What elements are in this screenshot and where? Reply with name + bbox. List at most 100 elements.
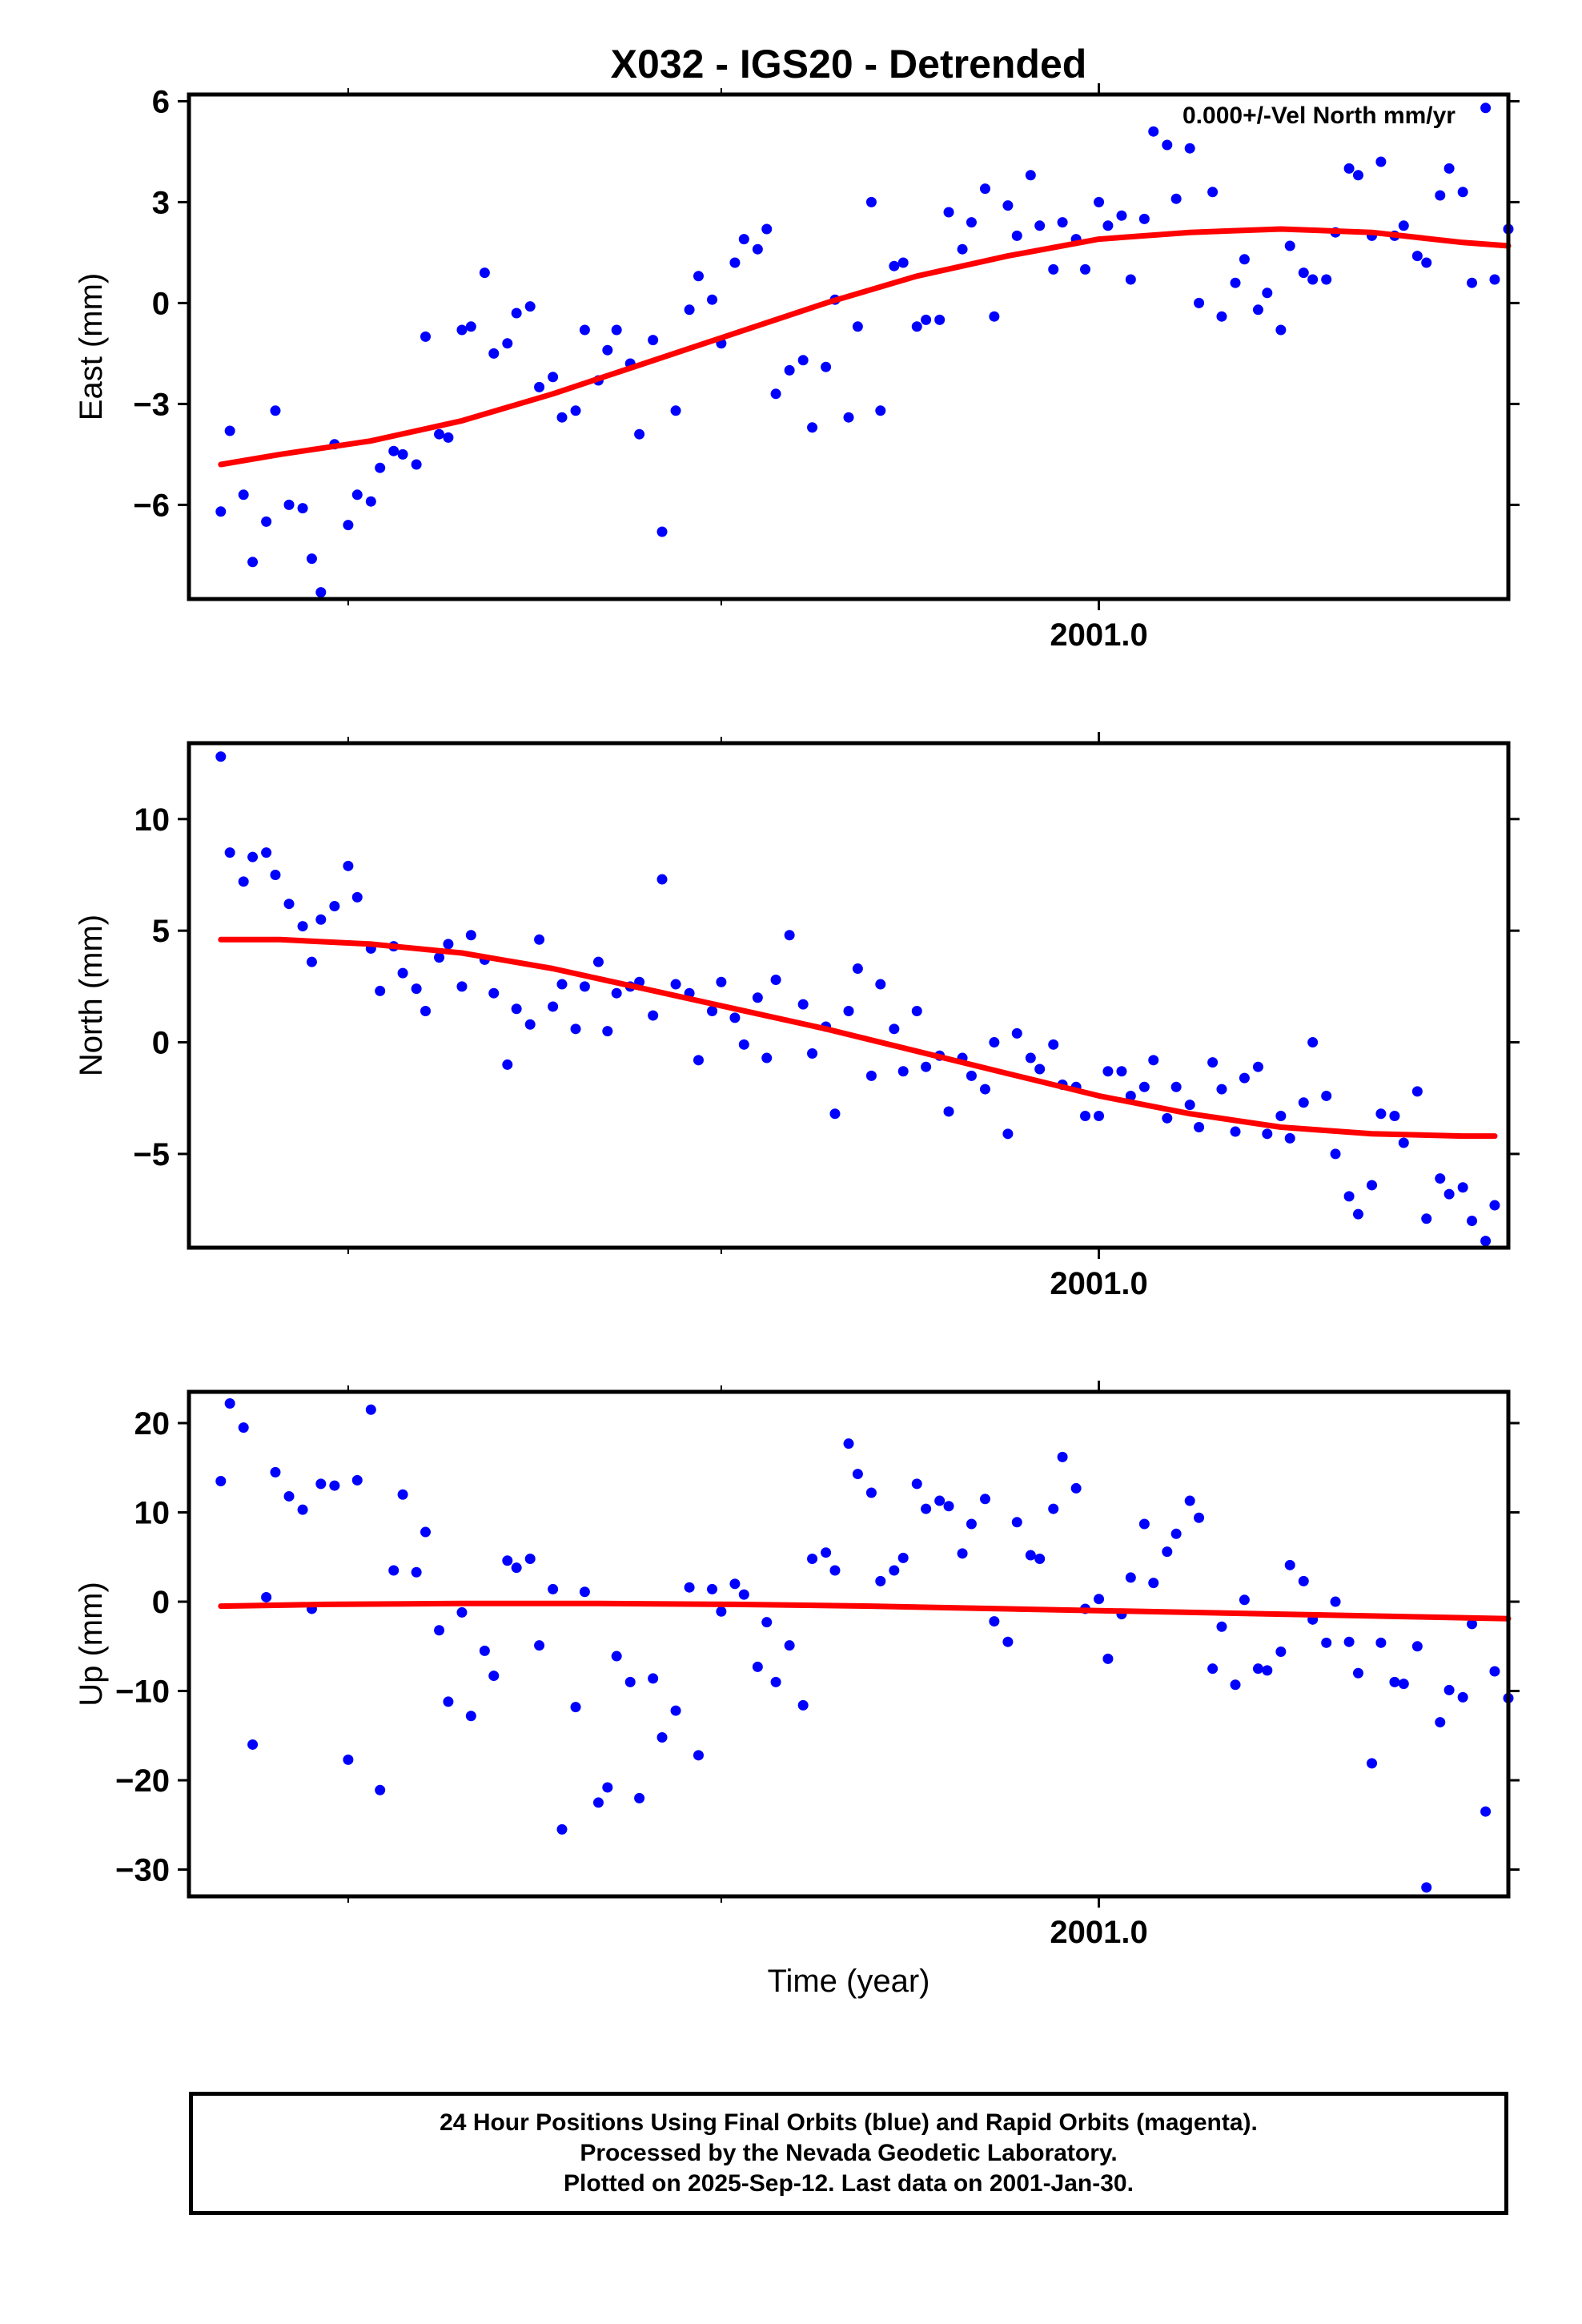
data-point <box>852 321 863 332</box>
data-point <box>979 1494 990 1505</box>
y-tick-label: −30 <box>115 1853 170 1888</box>
data-point <box>1389 1111 1400 1122</box>
data-point <box>852 1469 863 1480</box>
data-point <box>1275 324 1287 336</box>
data-point <box>684 304 695 316</box>
data-point <box>261 516 272 527</box>
data-point <box>261 847 272 858</box>
data-point <box>270 1466 281 1478</box>
data-point <box>1443 1188 1455 1200</box>
data-point <box>524 301 536 312</box>
data-point <box>602 344 613 356</box>
data-point <box>979 1084 990 1095</box>
data-point <box>1162 1546 1173 1558</box>
data-point <box>1352 1208 1363 1220</box>
data-point <box>411 983 422 995</box>
data-point <box>548 1001 559 1012</box>
data-point <box>1184 1100 1195 1111</box>
data-point <box>1080 263 1091 275</box>
data-point <box>875 979 886 990</box>
data-point <box>670 405 681 416</box>
data-point <box>1094 1594 1105 1605</box>
y-axis-label: Up (mm) <box>74 1582 109 1707</box>
data-point <box>1307 1037 1319 1048</box>
data-point <box>351 891 363 903</box>
data-point <box>1216 1084 1227 1095</box>
data-point <box>556 1823 568 1835</box>
data-point <box>1467 1618 1478 1630</box>
data-point <box>1480 103 1492 114</box>
data-point <box>738 1039 749 1050</box>
data-point <box>592 956 604 967</box>
data-point <box>261 1591 272 1602</box>
data-point <box>570 1023 581 1035</box>
data-point <box>224 1397 235 1409</box>
data-point <box>989 311 1000 322</box>
data-point <box>283 1490 295 1502</box>
data-point <box>502 1555 513 1566</box>
data-point <box>911 321 922 332</box>
data-point <box>707 1583 718 1594</box>
x-axis-label: Time (year) <box>768 1964 930 1999</box>
data-point <box>488 987 500 999</box>
data-point <box>329 900 340 911</box>
data-point <box>556 412 568 423</box>
data-point <box>315 1478 327 1490</box>
data-point <box>1216 1621 1227 1632</box>
data-point <box>1284 1132 1295 1144</box>
data-point <box>807 1554 818 1565</box>
data-point <box>1343 1191 1355 1202</box>
data-point <box>648 1673 659 1684</box>
data-point <box>1048 263 1059 275</box>
data-point <box>943 1106 954 1117</box>
data-point <box>1367 1180 1378 1191</box>
data-point <box>693 1055 704 1066</box>
data-point <box>1170 1081 1182 1092</box>
data-point <box>1343 163 1355 174</box>
data-point <box>1194 1512 1205 1523</box>
data-point <box>979 183 990 195</box>
data-point <box>1284 1559 1295 1570</box>
data-point <box>1148 1578 1159 1589</box>
data-point <box>634 428 645 440</box>
data-point <box>524 1019 536 1030</box>
data-point <box>1239 1072 1250 1084</box>
data-point <box>411 459 422 470</box>
velocity-annotation: 0.000+/-Vel North mm/yr <box>1182 103 1456 129</box>
data-point <box>365 496 376 507</box>
footer-caption-box: 24 Hour Positions Using Final Orbits (bl… <box>189 2092 1508 2215</box>
data-point <box>602 1782 613 1793</box>
data-point <box>488 348 500 359</box>
data-point <box>283 499 295 510</box>
data-point <box>297 1504 308 1515</box>
data-point <box>365 1404 376 1415</box>
data-point <box>511 1003 522 1015</box>
data-point <box>1352 1667 1363 1679</box>
data-point <box>716 976 727 987</box>
data-point <box>648 335 659 346</box>
data-point <box>1284 240 1295 251</box>
data-point <box>1367 1758 1378 1769</box>
y-tick-label: 3 <box>152 185 170 220</box>
data-point <box>1011 1027 1022 1039</box>
data-point <box>1184 1495 1195 1506</box>
data-point <box>375 1784 386 1795</box>
panels-group: 6 3 0 −3 −6 2001.0 East (mm) 0.000+/-Vel North … <box>74 83 1520 1950</box>
data-point <box>420 1526 432 1538</box>
plot-frame <box>187 92 1511 601</box>
data-point <box>1125 1090 1136 1101</box>
data-point <box>843 1438 854 1449</box>
data-point <box>465 930 476 941</box>
data-point <box>1216 311 1227 322</box>
data-point <box>1411 1641 1423 1652</box>
data-point <box>966 1070 977 1081</box>
data-point <box>1467 277 1478 288</box>
data-point <box>1125 274 1136 285</box>
data-point <box>1116 1066 1127 1077</box>
data-point <box>375 462 386 473</box>
data-point <box>1467 1216 1478 1227</box>
data-point <box>224 425 235 436</box>
data-point <box>784 930 795 941</box>
data-point <box>889 260 900 271</box>
data-point <box>770 388 781 400</box>
